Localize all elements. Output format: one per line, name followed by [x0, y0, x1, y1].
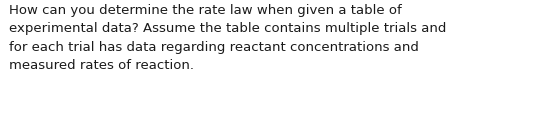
- Text: How can you determine the rate law when given a table of
experimental data? Assu: How can you determine the rate law when …: [9, 4, 446, 72]
